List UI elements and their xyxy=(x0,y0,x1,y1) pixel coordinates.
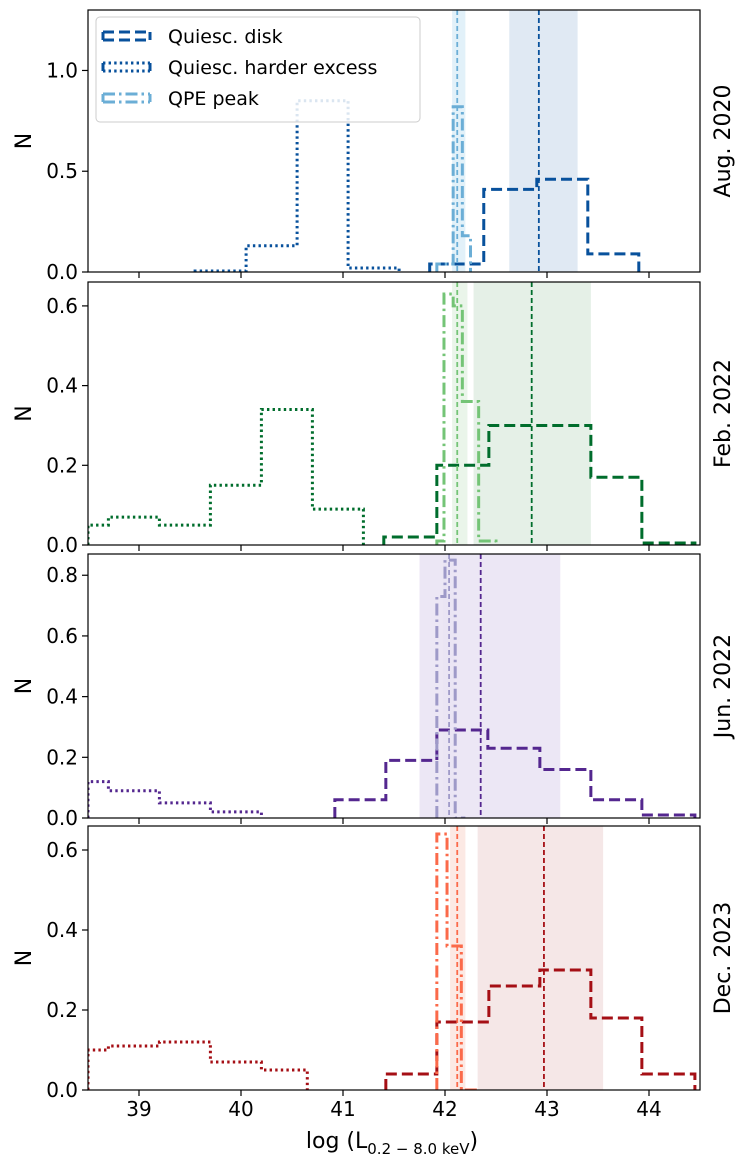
panel-frame xyxy=(87,825,701,1091)
disk-range-band xyxy=(509,10,578,272)
y-tick-label: 0.0 xyxy=(46,260,78,284)
x-tick-label: 39 xyxy=(126,1097,151,1121)
x-tick-label: 43 xyxy=(534,1097,559,1121)
legend-label: Quiesc. harder excess xyxy=(168,57,377,79)
excess-histogram xyxy=(88,1040,309,1090)
qpe-range-band xyxy=(452,10,466,272)
qpe-peak-histogram xyxy=(435,292,498,545)
panel-frame xyxy=(87,281,701,546)
panel-1: 0.0 0.5 1.0 N Aug. 2020 xyxy=(12,9,736,284)
plot-area xyxy=(88,282,697,545)
y-axis-label: N xyxy=(12,678,37,694)
panel-3: 0.0 0.2 0.4 0.6 0.8 N Jun. 2022 xyxy=(12,553,736,830)
y-tick-label: 0.4 xyxy=(46,918,78,942)
x-axis-label-close: ) xyxy=(470,1129,479,1154)
x-axis-label-main: log (L xyxy=(306,1129,368,1154)
disk-range-band xyxy=(477,826,604,1090)
panel-date-label: Dec. 2023 xyxy=(711,902,736,1015)
legend: Quiesc. disk Quiesc. harder excess QPE pea… xyxy=(95,16,421,123)
panel-frame xyxy=(87,9,701,273)
qpe-range-band xyxy=(452,282,468,545)
x-axis: 39 40 41 42 43 44 xyxy=(126,1097,661,1121)
y-tick-label: 0.4 xyxy=(46,374,78,398)
excess-histogram xyxy=(193,99,401,272)
x-axis-label: log (L0.2 − 8.0 keV) xyxy=(306,1129,478,1158)
x-tick-label: 42 xyxy=(432,1097,457,1121)
y-tick-label: 0.6 xyxy=(46,294,78,318)
panel-date-label: Aug. 2020 xyxy=(711,85,736,198)
x-tick-label: 40 xyxy=(228,1097,253,1121)
y-tick-label: 0.0 xyxy=(46,806,78,830)
disk-range-band xyxy=(419,554,561,818)
plot-area xyxy=(193,10,641,272)
excess-histogram xyxy=(88,408,365,545)
plot-area xyxy=(88,554,697,818)
legend-label: Quiesc. disk xyxy=(168,26,283,48)
y-tick-label: 0.6 xyxy=(46,838,78,862)
x-axis-label-sub: 0.2 − 8.0 keV xyxy=(367,1140,470,1158)
y-tick-label: 0.0 xyxy=(46,533,78,557)
panels: 0.0 0.5 1.0 N Aug. 2020 0.0 0.2 0.4 0.6 N Feb. 202… xyxy=(12,9,736,1102)
y-tick-label: 0.0 xyxy=(46,1078,78,1102)
disk-histogram xyxy=(333,728,697,818)
x-tick-label: 41 xyxy=(330,1097,355,1121)
legend-box xyxy=(95,16,421,123)
y-axis-label: N xyxy=(12,950,37,966)
legend-label: QPE peak xyxy=(168,88,259,110)
y-axis-label: N xyxy=(12,405,37,421)
x-tick-label: 44 xyxy=(636,1097,661,1121)
qpe-peak-histogram xyxy=(435,832,481,1090)
y-tick-label: 0.4 xyxy=(46,685,78,709)
disk-histogram xyxy=(384,968,697,1090)
y-tick-label: 0.5 xyxy=(46,159,78,183)
y-tick-label: 1.0 xyxy=(46,58,78,82)
y-tick-label: 0.2 xyxy=(46,998,78,1022)
excess-histogram xyxy=(88,780,263,818)
disk-histogram xyxy=(382,423,697,545)
y-tick-label: 0.2 xyxy=(46,745,78,769)
panel-date-label: Jun. 2022 xyxy=(711,634,736,740)
panel-4: 0.0 0.2 0.4 0.6 N Dec. 2023 xyxy=(12,825,736,1102)
disk-histogram xyxy=(428,177,641,272)
y-tick-label: 0.8 xyxy=(46,563,78,587)
panel-frame xyxy=(87,553,701,819)
y-axis-label: N xyxy=(12,133,37,149)
panel-date-label: Feb. 2022 xyxy=(711,359,736,468)
y-tick-label: 0.2 xyxy=(46,453,78,477)
y-tick-label: 0.6 xyxy=(46,624,78,648)
panel-2: 0.0 0.2 0.4 0.6 N Feb. 2022 xyxy=(12,281,736,557)
plot-area xyxy=(88,826,697,1090)
